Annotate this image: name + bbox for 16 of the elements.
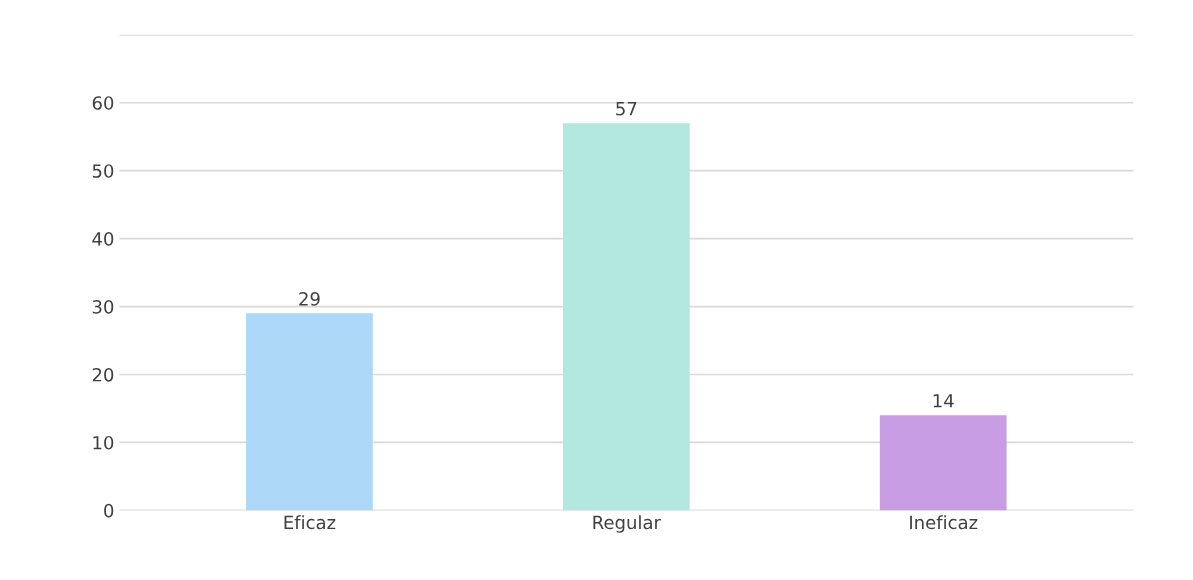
data-label: 14	[933, 394, 954, 408]
data-label: 57	[616, 102, 637, 116]
y-tick-label: 60	[92, 96, 114, 110]
y-tick-label: 50	[92, 164, 114, 178]
x-tick-label: Regular	[593, 515, 661, 533]
x-tick-label: Eficaz	[284, 515, 336, 530]
bar	[246, 313, 373, 511]
y-tick-label: 10	[93, 435, 114, 450]
x-tick-label: Ineficaz	[910, 515, 978, 530]
y-tick-label: 40	[92, 232, 114, 246]
y-tick-label: 30	[92, 300, 114, 314]
y-tick-label: 20	[92, 367, 114, 382]
data-label: 29	[299, 292, 320, 306]
y-tick-label: 0	[104, 503, 114, 518]
bar	[879, 415, 1007, 511]
bar	[562, 123, 690, 511]
